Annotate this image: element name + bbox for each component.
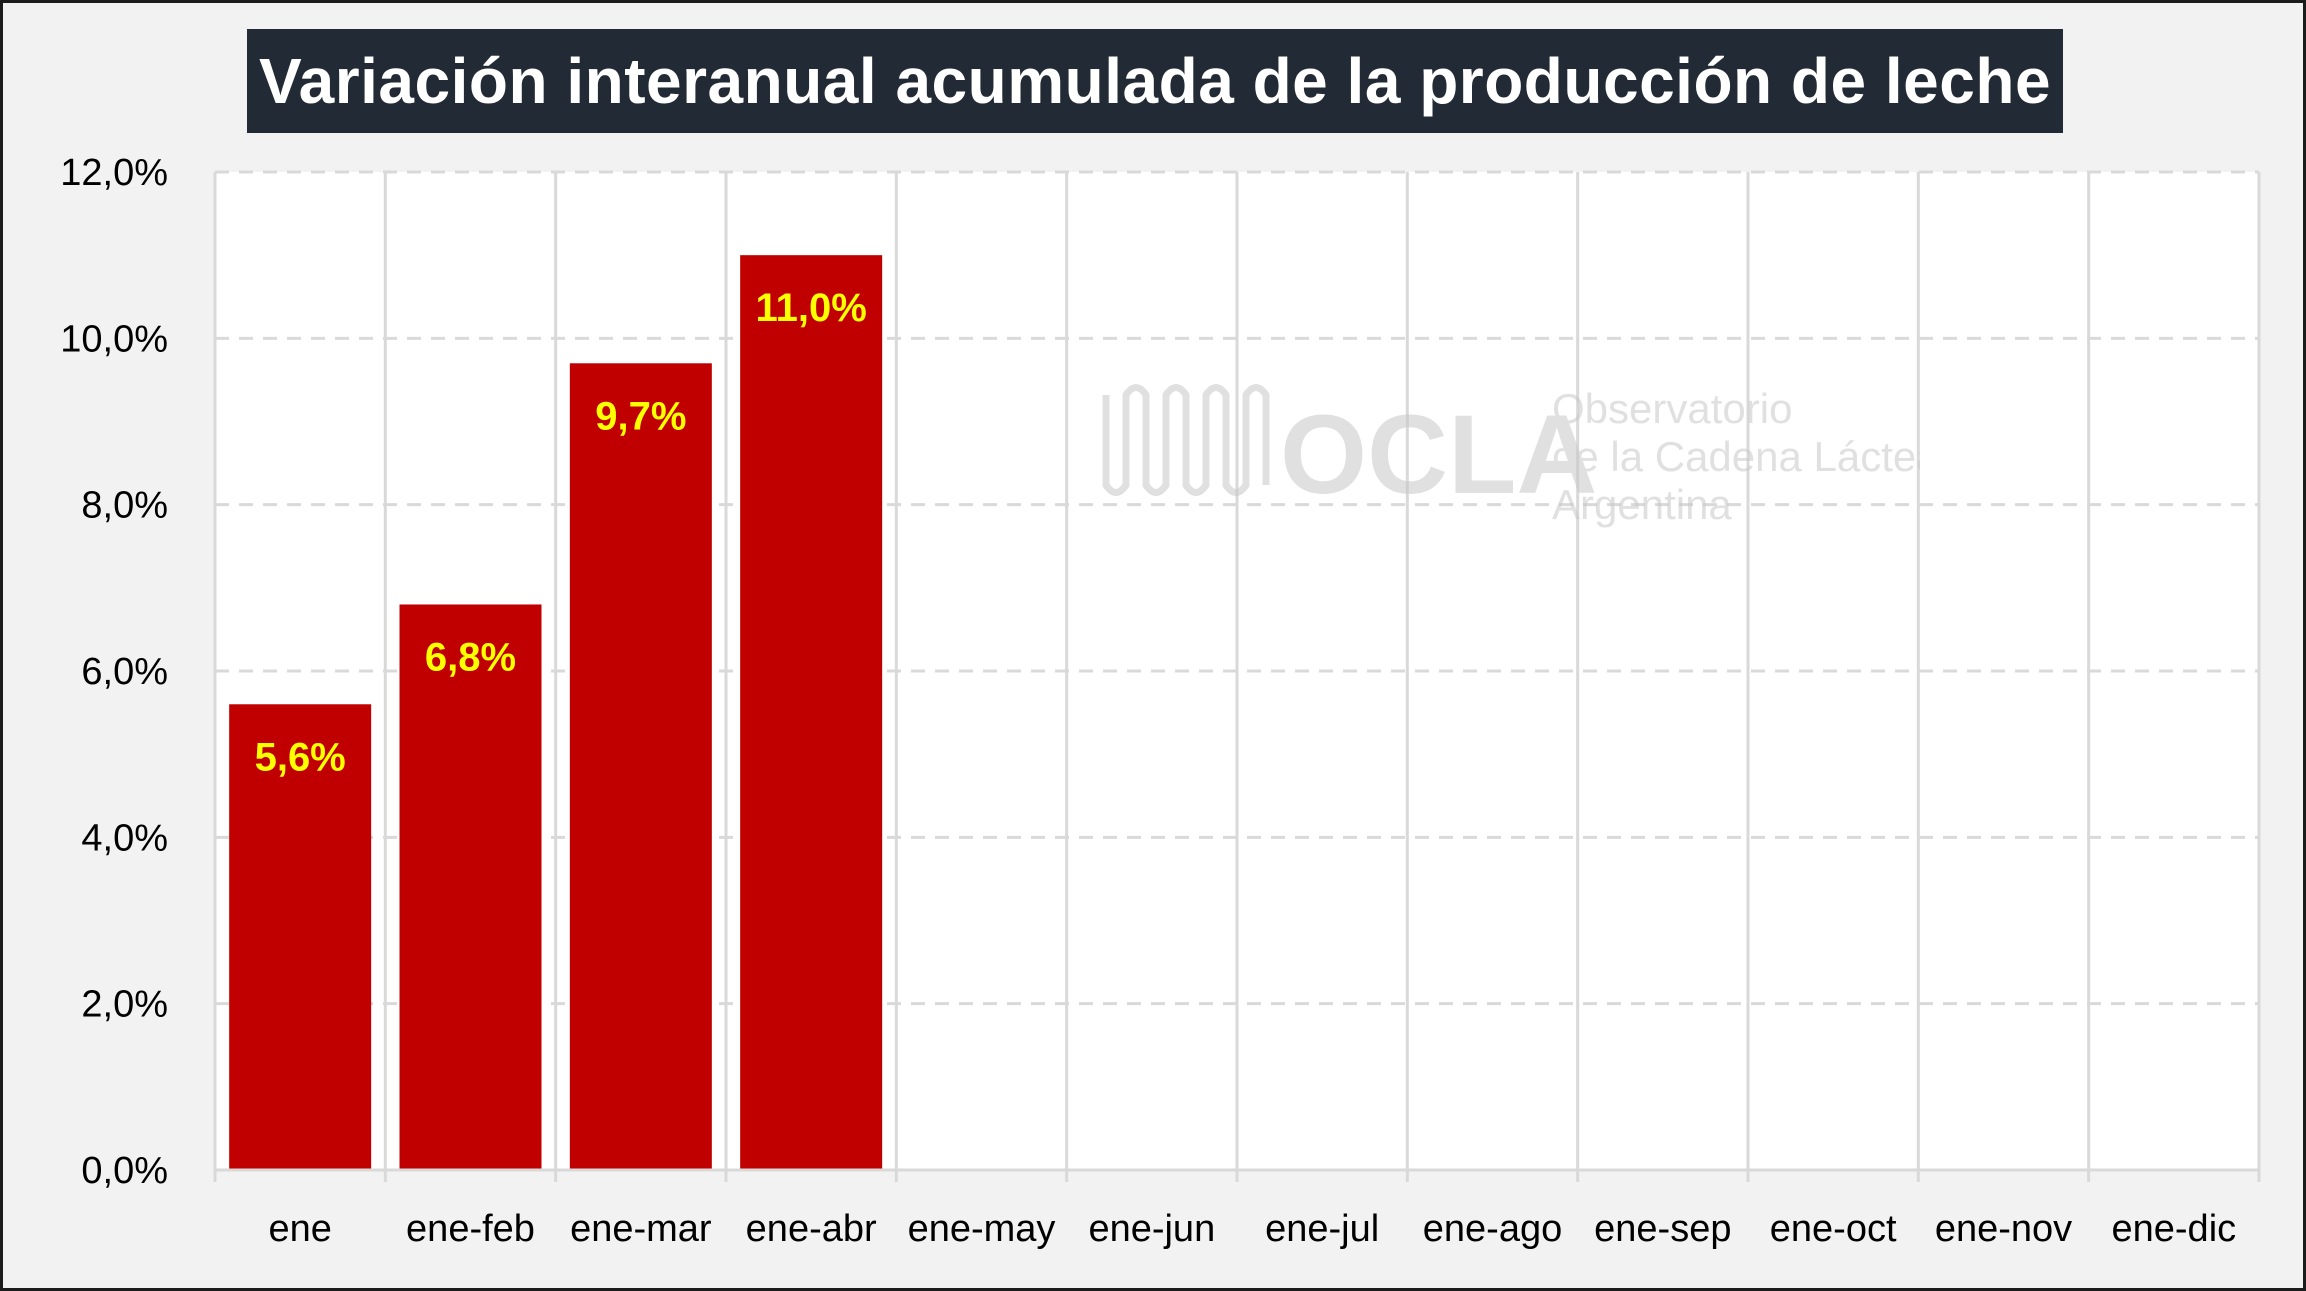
watermark-line-1: Observatorio: [1552, 385, 1792, 432]
x-category-label: ene-jul: [1265, 1208, 1379, 1250]
chart-title-box: Variación interanual acumulada de la pro…: [247, 29, 2063, 133]
y-tick-label: 6,0%: [81, 651, 168, 693]
watermark-line-3: Argentina: [1552, 481, 1732, 528]
x-category-label: ene-ago: [1423, 1208, 1562, 1250]
x-category-label: ene-oct: [1770, 1208, 1897, 1250]
y-tick-label: 2,0%: [81, 984, 168, 1026]
y-tick-label: 8,0%: [81, 485, 168, 527]
data-label: 5,6%: [255, 735, 346, 779]
x-category-label: ene-sep: [1594, 1208, 1731, 1250]
y-tick-label: 0,0%: [81, 1150, 168, 1192]
bars: [229, 255, 883, 1170]
chart-title: Variación interanual acumulada de la pro…: [258, 45, 2052, 117]
x-category-label: ene-nov: [1935, 1208, 2072, 1250]
x-category-label: ene-feb: [406, 1208, 535, 1250]
x-category-label: ene-may: [908, 1208, 1056, 1250]
data-label: 11,0%: [756, 286, 867, 330]
labels: 0,0% 2,0% 4,0% 6,0% 8,0% 10,0% 12,0% 5,6% ene 6,8…: [60, 152, 2236, 1250]
x-category-label: ene-dic: [2112, 1208, 2237, 1250]
data-label: 9,7%: [595, 394, 686, 438]
watermark-line-2: de la Cadena Láctea: [1552, 433, 1920, 480]
x-category-label: ene-abr: [746, 1208, 877, 1250]
x-category-label: ene-mar: [570, 1208, 712, 1250]
y-tick-label: 4,0%: [81, 817, 168, 859]
gridlines: [213, 170, 2261, 1182]
bar: [399, 604, 542, 1170]
y-tick-label: 12,0%: [60, 152, 168, 194]
y-tick-label: 10,0%: [60, 318, 168, 360]
bar: [740, 255, 883, 1170]
ocla-logo-text: OCLA: [1280, 392, 1597, 517]
bar: [569, 363, 712, 1170]
ocla-watermark: OCLA Observatorio de la Cadena Láctea Ar…: [1102, 384, 1920, 528]
bar: [229, 704, 372, 1170]
ocla-wave-icon: [1102, 384, 1270, 496]
data-label: 6,8%: [425, 635, 516, 679]
x-category-label: ene: [268, 1208, 331, 1250]
x-category-label: ene-jun: [1088, 1208, 1215, 1250]
